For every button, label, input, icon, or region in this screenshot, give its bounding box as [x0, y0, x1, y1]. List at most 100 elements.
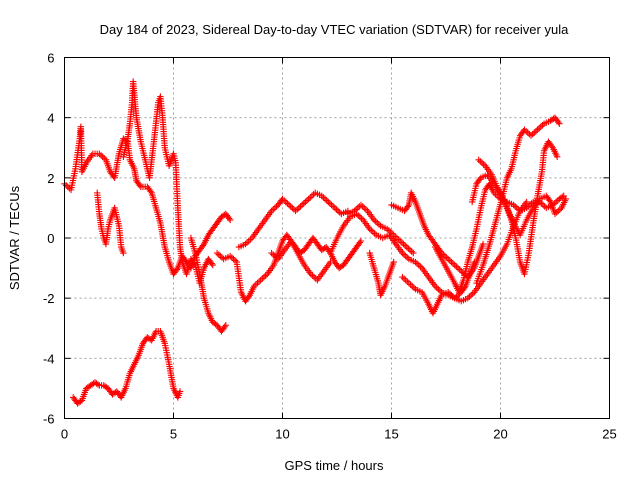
data-point [372, 218, 379, 225]
data-point [446, 257, 454, 264]
data-point [539, 201, 547, 209]
data-point [213, 249, 221, 257]
data-point [295, 204, 303, 212]
data-point [327, 258, 334, 266]
x-tick-label: 5 [170, 427, 177, 442]
data-point [94, 381, 102, 388]
data-point [64, 183, 71, 191]
data-point [357, 237, 365, 245]
x-tick-label: 10 [275, 427, 289, 442]
series-track-7 [235, 189, 352, 251]
data-point [255, 278, 263, 285]
data-point [254, 279, 261, 287]
data-point [331, 204, 339, 212]
data-point [245, 237, 252, 245]
data-point [287, 203, 294, 210]
data-point [529, 131, 536, 138]
data-point [282, 198, 289, 206]
data-point [415, 261, 422, 269]
data-point [285, 201, 293, 209]
data-point [300, 200, 307, 207]
data-point [449, 260, 457, 267]
data-point [402, 276, 409, 284]
data-point [562, 195, 570, 203]
data-point [357, 201, 365, 209]
y-tick-labels: -6 -4 -2 0 2 4 6 [43, 51, 55, 427]
y-tick-label: -2 [43, 291, 55, 306]
data-point [321, 195, 329, 203]
data-point [215, 251, 222, 258]
data-point [443, 254, 450, 261]
data-point [221, 323, 228, 330]
data-point [555, 207, 562, 215]
data-point [400, 251, 408, 258]
data-point [245, 293, 252, 300]
data-point [408, 248, 415, 255]
data-point [480, 161, 487, 168]
data-point [368, 227, 375, 234]
y-tick-label: 6 [47, 51, 54, 66]
data-point [325, 198, 332, 206]
data-point [136, 182, 143, 189]
data-point [409, 282, 416, 290]
data-point [467, 291, 475, 299]
data-point [477, 158, 484, 165]
data-point [454, 264, 462, 272]
data-point [369, 228, 377, 236]
series-track-3 [120, 78, 216, 287]
data-point [199, 242, 207, 249]
data-point [217, 252, 224, 260]
data-point [97, 152, 105, 159]
data-point [308, 192, 316, 200]
data-point [328, 201, 335, 209]
series-track-8 [268, 237, 334, 284]
data-point [405, 245, 412, 252]
data-point [305, 195, 312, 203]
data-point [456, 266, 463, 273]
data-point [400, 240, 407, 248]
data-point [359, 203, 366, 210]
x-tick-label: 15 [384, 427, 398, 442]
data-point [120, 249, 127, 257]
data-point [173, 266, 180, 273]
y-axis-label: SDTVAR / TECUs [7, 185, 22, 290]
data-point [405, 279, 413, 287]
data-point [532, 128, 540, 135]
data-point [226, 216, 234, 224]
data-point [358, 215, 365, 222]
data-point [289, 204, 296, 212]
data-point [222, 322, 230, 329]
data-point [555, 118, 562, 126]
data-point [435, 285, 442, 293]
series-track-12 [388, 189, 487, 281]
data-point [398, 239, 406, 246]
data-point [433, 284, 440, 291]
data-point [444, 255, 452, 263]
data-point [361, 204, 368, 212]
data-point [333, 206, 340, 213]
data-point [548, 143, 555, 150]
x-tick-label: 25 [602, 427, 616, 442]
series-track-2 [94, 189, 127, 257]
data-point [310, 273, 318, 281]
series-track-5 [187, 234, 230, 335]
data-point [410, 249, 417, 257]
data-point [209, 261, 216, 269]
data-point [354, 204, 361, 212]
x-axis-label: GPS time / hours [285, 458, 384, 473]
data-point [297, 203, 304, 210]
data-point [356, 239, 364, 246]
data-point [230, 255, 237, 263]
data-point [531, 129, 538, 136]
data-point [259, 275, 266, 282]
data-point [407, 281, 414, 288]
data-point [355, 212, 362, 219]
data-point [356, 213, 364, 221]
data-point [387, 228, 394, 236]
y-tick-label: 2 [47, 171, 54, 186]
series-track-4 [70, 328, 184, 407]
data-point [309, 272, 316, 279]
data-point [329, 203, 337, 210]
data-point [247, 236, 254, 243]
